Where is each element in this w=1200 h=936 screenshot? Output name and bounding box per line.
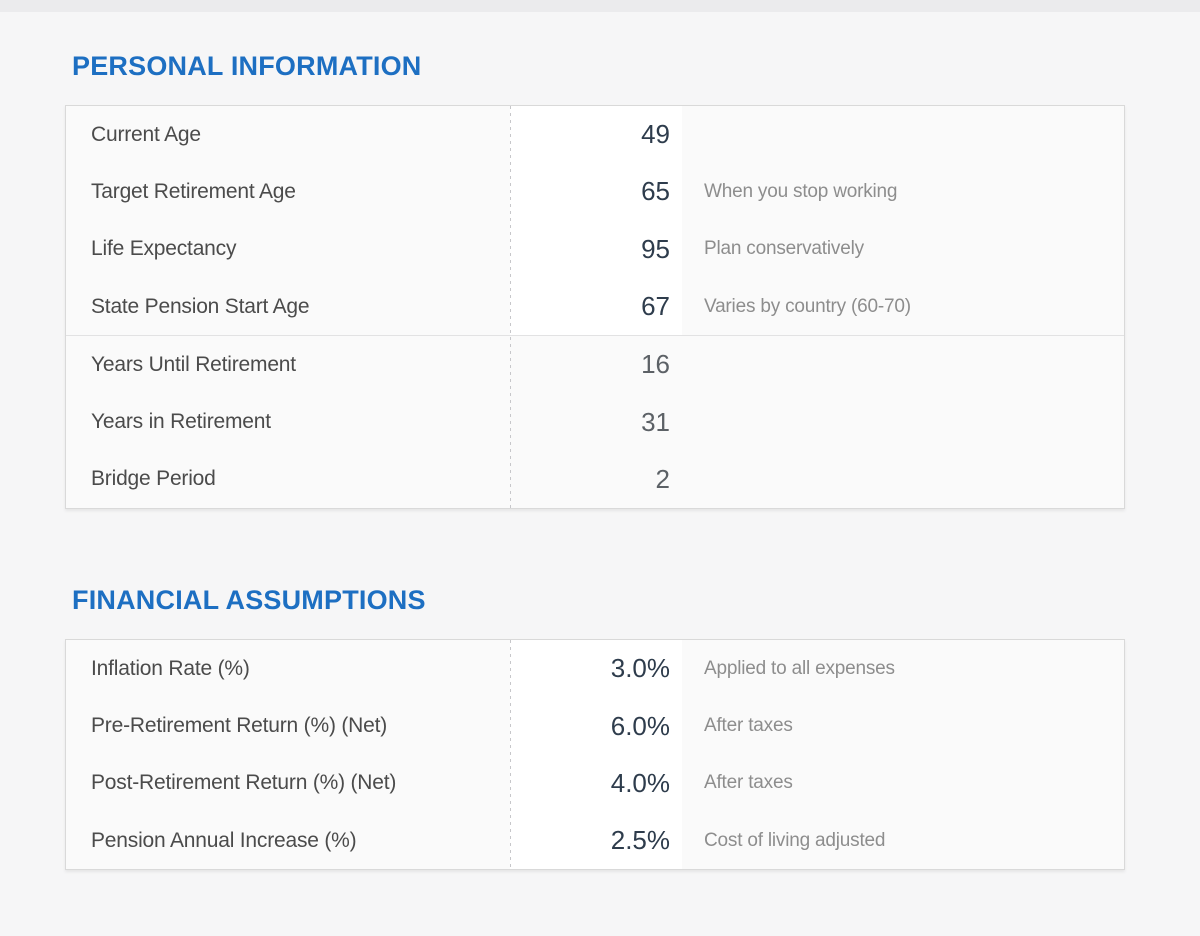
row-value[interactable]: 2.5% — [510, 811, 682, 870]
row-label: Current Age — [91, 122, 201, 146]
table-row: Target Retirement Age 65 When you stop w… — [66, 163, 1124, 221]
form-section: FINANCIAL ASSUMPTIONS Inflation Rate (%)… — [65, 585, 1125, 871]
row-value[interactable]: 95 — [510, 220, 682, 278]
column-divider — [510, 106, 511, 509]
section-title: FINANCIAL ASSUMPTIONS — [72, 585, 426, 616]
table-row: Years in Retirement 31 — [66, 393, 1124, 450]
column-divider — [510, 640, 511, 870]
table-row: Years Until Retirement 16 — [66, 335, 1124, 393]
row-value[interactable]: 6.0% — [510, 697, 682, 755]
row-value[interactable]: 67 — [510, 277, 682, 336]
row-note — [682, 451, 1124, 508]
table-row: Post-Retirement Return (%) (Net) 4.0% Af… — [66, 754, 1124, 812]
row-value: 16 — [641, 349, 670, 380]
row-note — [682, 106, 1124, 163]
row-note: Applied to all expenses — [704, 657, 895, 679]
table-rows: Current Age 49 Target Retirement Age 65 … — [66, 106, 1124, 508]
row-label: Life Expectancy — [91, 237, 237, 261]
section-table: Inflation Rate (%) 3.0% Applied to all e… — [65, 639, 1125, 871]
row-label: Target Retirement Age — [91, 179, 296, 203]
row-label: Pre-Retirement Return (%) (Net) — [91, 714, 388, 738]
table-row: Life Expectancy 95 Plan conservatively — [66, 220, 1124, 278]
table-row: Pension Annual Increase (%) 2.5% Cost of… — [66, 811, 1124, 870]
row-label: Post-Retirement Return (%) (Net) — [91, 771, 397, 795]
planner-form: PERSONAL INFORMATION Current Age 49 Targ… — [65, 51, 1125, 871]
table-row: Pre-Retirement Return (%) (Net) 6.0% Aft… — [66, 697, 1124, 755]
section-table: Current Age 49 Target Retirement Age 65 … — [65, 105, 1125, 510]
row-value[interactable]: 4.0% — [510, 754, 682, 812]
row-note: Varies by country (60-70) — [704, 295, 911, 317]
row-note: When you stop working — [704, 180, 898, 202]
row-value[interactable]: 65 — [510, 163, 682, 221]
row-label: Years in Retirement — [91, 410, 271, 434]
section-title: PERSONAL INFORMATION — [72, 51, 422, 81]
row-value: 31 — [641, 406, 670, 437]
row-note: After taxes — [704, 715, 793, 737]
row-label: Bridge Period — [91, 467, 216, 491]
row-note — [682, 393, 1124, 450]
row-label: State Pension Start Age — [91, 294, 310, 318]
row-value: 2 — [655, 463, 670, 494]
table-rows: Inflation Rate (%) 3.0% Applied to all e… — [66, 640, 1124, 870]
table-row: State Pension Start Age 67 Varies by cou… — [66, 277, 1124, 336]
row-value[interactable]: 49 — [510, 106, 682, 164]
row-note — [682, 336, 1124, 393]
row-note: Plan conservatively — [704, 238, 864, 260]
row-note: After taxes — [704, 772, 793, 794]
row-label: Years Until Retirement — [91, 352, 296, 376]
table-row: Inflation Rate (%) 3.0% Applied to all e… — [66, 640, 1124, 698]
window-top-edge — [0, 0, 1200, 12]
row-value[interactable]: 3.0% — [510, 640, 682, 698]
row-label: Pension Annual Increase (%) — [91, 828, 357, 852]
table-row: Bridge Period 2 — [66, 451, 1124, 508]
row-label: Inflation Rate (%) — [91, 656, 250, 680]
table-row: Current Age 49 — [66, 106, 1124, 164]
row-note: Cost of living adjusted — [704, 829, 886, 851]
form-section: PERSONAL INFORMATION Current Age 49 Targ… — [65, 51, 1125, 510]
